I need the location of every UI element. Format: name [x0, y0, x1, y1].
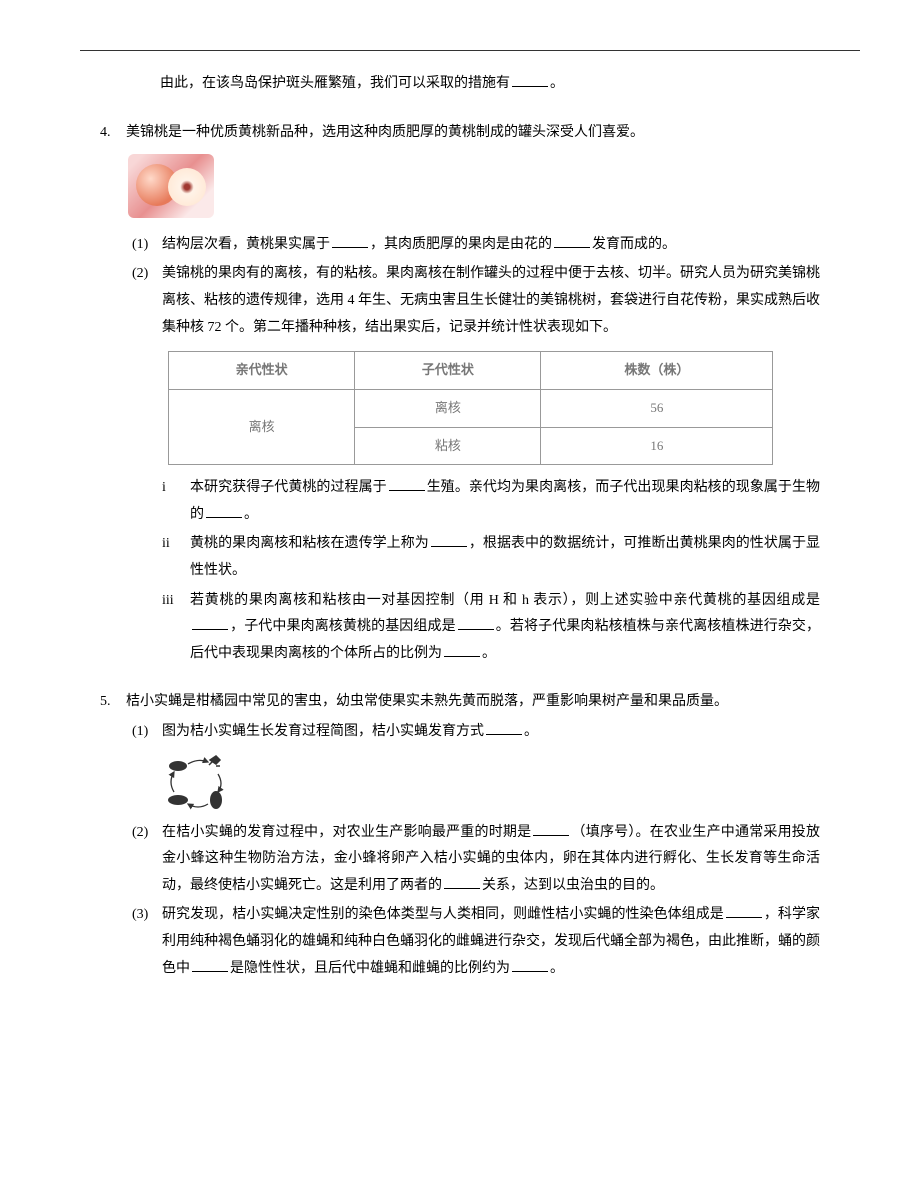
q4-iii: iii 若黄桃的果肉离核和粘核由一对基因控制（用 H 和 h 表示），则上述实验…: [162, 588, 820, 668]
q5-sub1-num: (1): [128, 719, 162, 746]
th-offspring: 子代性状: [355, 352, 541, 390]
th-count: 株数（株）: [541, 352, 773, 390]
td-trait-1: 离核: [355, 389, 541, 427]
q5-sub3-t3: 是隐性性状，且后代中雄蝇和雌蝇的比例约为: [230, 961, 510, 976]
blank: [332, 234, 368, 248]
intro-text: 由此，在该鸟岛保护斑头雁繁殖，我们可以采取的措施有: [160, 76, 510, 91]
q4-i-t1: 本研究获得子代黄桃的过程属于: [190, 480, 387, 495]
q5-sub3-num: (3): [128, 902, 162, 982]
q4-number: 4.: [100, 120, 126, 147]
td-count-1: 56: [541, 389, 773, 427]
q5-sub2-num: (2): [128, 820, 162, 900]
q4-iii-num: iii: [162, 588, 190, 668]
td-count-2: 16: [541, 427, 773, 465]
intro-paragraph: 由此，在该鸟岛保护斑头雁繁殖，我们可以采取的措施有。: [100, 71, 820, 98]
q4-sub2-num: (2): [128, 261, 162, 341]
q5-main-text: 桔小实蝇是柑橘园中常见的害虫，幼虫常使果实未熟先黄而脱落，严重影响果树产量和果品…: [126, 689, 820, 716]
blank: [192, 616, 228, 630]
question-4: 4. 美锦桃是一种优质黄桃新品种，选用这种肉质肥厚的黄桃制成的罐头深受人们喜爱。…: [100, 120, 820, 668]
q5-sub3-t1: 研究发现，桔小实蝇决定性别的染色体类型与人类相同，则雌性桔小实蝇的性染色体组成是: [162, 907, 724, 922]
q5-sub2-t1: 在桔小实蝇的发育过程中，对农业生产影响最严重的时期是: [162, 825, 531, 840]
blank: [389, 477, 425, 491]
q5-sub2-t3: 关系，达到以虫治虫的目的。: [482, 878, 664, 893]
q5-number: 5.: [100, 689, 126, 716]
q4-i-num: i: [162, 475, 190, 528]
q4-sub1-t1: 结构层次看，黄桃果实属于: [162, 237, 330, 252]
q5-sub1-t2: 。: [524, 724, 538, 739]
blank: [512, 958, 548, 972]
blank: [444, 875, 480, 889]
q5-sub1-t1: 图为桔小实蝇生长发育过程简图，桔小实蝇发育方式: [162, 724, 484, 739]
blank: [533, 822, 569, 836]
q4-ii-num: ii: [162, 531, 190, 584]
q4-sub2: (2) 美锦桃的果肉有的离核，有的粘核。果肉离核在制作罐头的过程中便于去核、切半…: [128, 261, 820, 341]
blank: [206, 504, 242, 518]
q4-i: i 本研究获得子代黄桃的过程属于生殖。亲代均为果肉离核，而子代出现果肉粘核的现象…: [162, 475, 820, 528]
lifecycle-diagram: [160, 752, 238, 816]
q4-iii-t4: 。: [482, 646, 496, 661]
blank: [726, 904, 762, 918]
q4-sub1-t3: 发育而成的。: [592, 237, 676, 252]
q4-sub1-num: (1): [128, 232, 162, 259]
genetics-table: 亲代性状 子代性状 株数（株） 离核 离核 56 粘核 16: [168, 351, 773, 465]
blank: [486, 721, 522, 735]
blank: [444, 643, 480, 657]
q4-iii-t1: 若黄桃的果肉离核和粘核由一对基因控制（用 H 和 h 表示），则上述实验中亲代黄…: [190, 593, 820, 608]
blank: [458, 616, 494, 630]
q4-iii-t2: ，子代中果肉离核黄桃的基因组成是: [230, 619, 456, 634]
blank: [554, 234, 590, 248]
td-trait-2: 粘核: [355, 427, 541, 465]
q4-sub1: (1) 结构层次看，黄桃果实属于 ，其肉质肥厚的果肉是由花的 发育而成的。: [128, 232, 820, 259]
q5-sub2: (2) 在桔小实蝇的发育过程中，对农业生产影响最严重的时期是（填序号）。在农业生…: [128, 820, 820, 900]
blank: [192, 958, 228, 972]
question-5: 5. 桔小实蝇是柑橘园中常见的害虫，幼虫常使果实未熟先黄而脱落，严重影响果树产量…: [100, 689, 820, 982]
q5-sub3-t4: 。: [550, 961, 564, 976]
peach-image: [128, 154, 214, 218]
q4-main-text: 美锦桃是一种优质黄桃新品种，选用这种肉质肥厚的黄桃制成的罐头深受人们喜爱。: [126, 120, 820, 147]
q4-i-t3: 。: [244, 507, 258, 522]
q5-sub1: (1) 图为桔小实蝇生长发育过程简图，桔小实蝇发育方式 。: [128, 719, 820, 746]
q4-sub1-t2: ，其肉质肥厚的果肉是由花的: [370, 237, 552, 252]
q4-ii: ii 黄桃的果肉离核和粘核在遗传学上称为，根据表中的数据统计，可推断出黄桃果肉的…: [162, 531, 820, 584]
th-parent: 亲代性状: [169, 352, 355, 390]
td-parent: 离核: [169, 389, 355, 464]
blank: [512, 73, 548, 87]
q4-sub2-text: 美锦桃的果肉有的离核，有的粘核。果肉离核在制作罐头的过程中便于去核、切半。研究人…: [162, 261, 820, 341]
q4-ii-t1: 黄桃的果肉离核和粘核在遗传学上称为: [190, 536, 429, 551]
blank: [431, 533, 467, 547]
q5-sub3: (3) 研究发现，桔小实蝇决定性别的染色体类型与人类相同，则雌性桔小实蝇的性染色…: [128, 902, 820, 982]
